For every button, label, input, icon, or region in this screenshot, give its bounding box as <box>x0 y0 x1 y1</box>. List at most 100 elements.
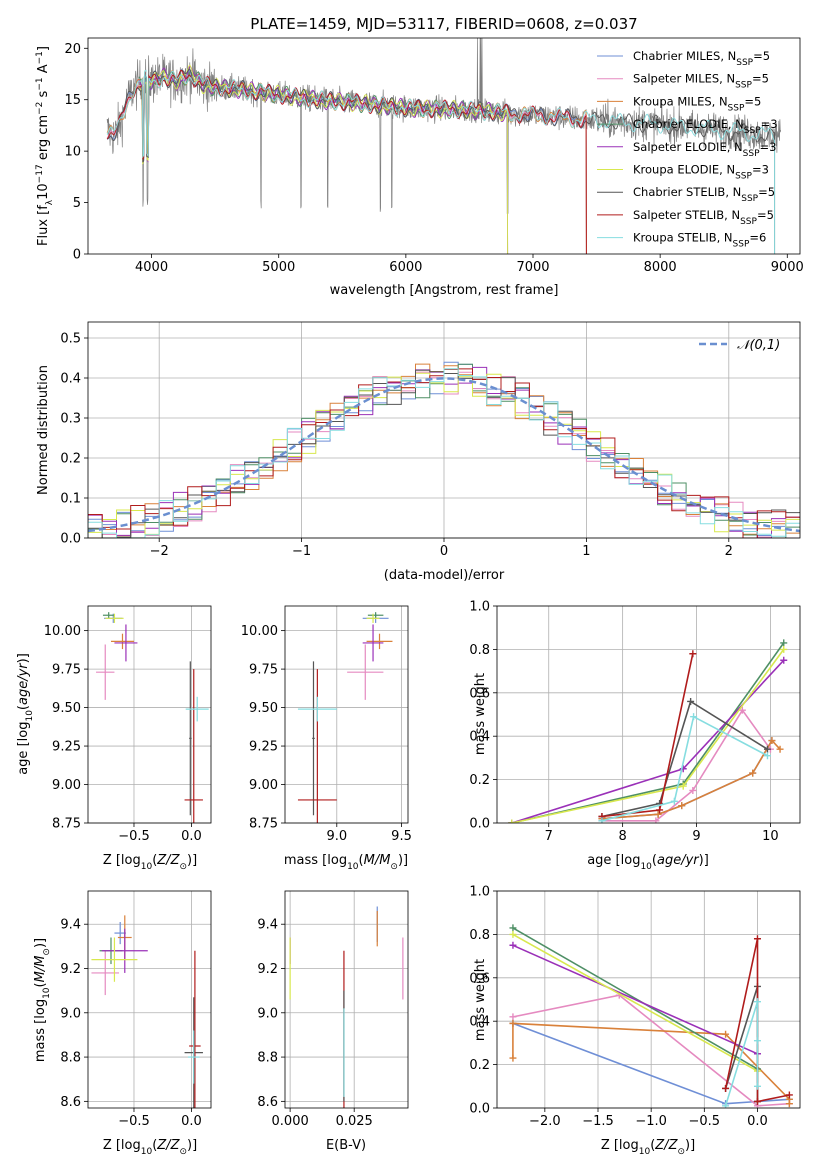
weight-marker <box>509 941 517 949</box>
grid <box>497 605 800 824</box>
legend-label: Kroupa MILES, NSSP=5 <box>633 94 761 113</box>
y-tick-label: 0 <box>73 248 81 263</box>
y-tick-label: 0.8 <box>469 928 490 943</box>
weight-line <box>512 944 758 1055</box>
label-part: SSP <box>744 126 761 136</box>
y-tick-label: 0.4 <box>60 372 81 387</box>
y-tick-label: 1.0 <box>469 600 490 615</box>
panels: 4000 5000 6000 7000 8000 900005101520waveleng… <box>16 37 804 1157</box>
label-part: λ <box>45 199 55 205</box>
weight-marker <box>722 1102 730 1108</box>
label-part: age/yr <box>16 662 31 705</box>
y-axis-label: mass [log10(M/M⊙)] <box>33 938 52 1062</box>
weight-marker <box>722 1084 730 1092</box>
y-tick-label: 8.8 <box>257 1051 278 1066</box>
label-part: SSP <box>733 240 750 250</box>
label-part: SSP <box>740 217 757 227</box>
legend-label: Salpeter STELIB, NSSP=5 <box>633 208 774 227</box>
y-tick-label: 8.6 <box>60 1095 81 1110</box>
label-part: Z/Z <box>156 853 180 868</box>
weight-marker <box>689 650 697 658</box>
label-part: SSP <box>728 103 745 113</box>
label-part: )] <box>685 1138 695 1153</box>
x-tick-label: −0.5 <box>689 1114 721 1129</box>
y-tick-label: 15 <box>64 93 81 108</box>
label-part: mass [log <box>284 853 347 868</box>
label-part: 10 <box>639 1147 651 1157</box>
label-part: age [log <box>587 853 640 868</box>
y-axis-label: mass weight <box>473 673 488 755</box>
label-part: Chabrier ELODIE, N <box>633 117 744 131</box>
label-part: Kroupa STELIB, N <box>633 231 733 245</box>
legend-label: Salpeter MILES, NSSP=5 <box>633 72 769 91</box>
weight-marker <box>753 998 761 1006</box>
label-part: Z/Z <box>156 1138 180 1153</box>
y-tick-label: 9.00 <box>52 778 81 793</box>
x-tick-label: 7 <box>545 829 553 844</box>
x-tick-label: −0.5 <box>118 1114 150 1129</box>
label-part: 10 <box>42 987 52 999</box>
label-part: 10 <box>141 1147 153 1157</box>
label-part: age/yr <box>657 853 700 868</box>
label-part: ( <box>152 853 157 868</box>
y-tick-label: 1.0 <box>469 885 490 900</box>
weight-line <box>511 642 785 823</box>
axes-frame <box>284 890 409 1109</box>
model-spectrum <box>138 69 509 254</box>
weight-line <box>724 1001 759 1107</box>
legend-label: Kroupa STELIB, NSSP=6 <box>633 231 766 250</box>
label-part: ( <box>650 1138 655 1153</box>
label-part: =5 <box>753 49 770 63</box>
y-tick-label: 9.2 <box>60 962 81 977</box>
label-part: SSP <box>741 194 758 204</box>
weight-marker <box>690 713 698 721</box>
legend-label: Chabrier ELODIE, NSSP=3 <box>633 117 778 136</box>
weight-marker <box>509 1013 517 1021</box>
plot-area <box>508 639 788 823</box>
y-tick-label: 0.6 <box>469 686 490 701</box>
model-spectrum <box>107 68 776 254</box>
y-tick-label: 9.0 <box>257 1006 278 1021</box>
x-axis-label: E(B-V) <box>326 1138 366 1153</box>
label-part: Z/Z <box>654 1138 678 1153</box>
weight-marker <box>780 656 788 664</box>
y-axis-label: Flux [fλ10−17 erg cm−2 s−1 A−1] <box>35 46 55 246</box>
axes-frame <box>496 890 801 1109</box>
y-axis-label: Normed distribution <box>36 365 51 495</box>
y-tick-label: 0.3 <box>60 412 81 427</box>
x-tick-label: −0.5 <box>118 829 150 844</box>
y-tick-label: 9.50 <box>52 701 81 716</box>
grid <box>497 890 800 1109</box>
x-tick-label: 0.0 <box>181 1114 202 1129</box>
label-part: Z [log <box>103 853 141 868</box>
axes-frame <box>87 321 801 539</box>
plot-area <box>88 361 800 538</box>
weight-marker <box>509 1019 517 1027</box>
y-tick-label: 9.00 <box>249 778 278 793</box>
weight-marker <box>652 817 660 823</box>
axes-residuals: −2 −1 0 1 2 0.0 0.1 0.2 0.3 0.4 0.5 𝒩(0,1) (data-mod… <box>36 321 801 583</box>
y-tick-label: 9.4 <box>257 918 278 933</box>
label-part: ⊙ <box>677 1147 685 1157</box>
x-tick-label: 8000 <box>644 260 677 275</box>
plot-area <box>106 38 782 254</box>
axes-age-vs-mass: 9.0 9.5 8.75 9.00 9.25 9.50 9.75 10.00 mass [log… <box>241 605 412 872</box>
label-part: SSP <box>743 149 760 159</box>
weight-line <box>601 700 768 818</box>
label-part: Chabrier MILES, N <box>633 49 736 63</box>
y-tick-label: 9.75 <box>249 663 278 678</box>
x-axis-label: age [log10(age/yr)] <box>587 853 709 872</box>
weight-marker <box>670 797 678 805</box>
weight-marker <box>785 1100 793 1108</box>
x-tick-label: 9.0 <box>326 829 347 844</box>
weight-marker <box>749 769 757 777</box>
weight-marker <box>753 1097 761 1105</box>
weight-line <box>601 715 768 822</box>
weight-marker <box>509 1054 517 1062</box>
y-tick-label: 20 <box>64 42 81 57</box>
label-part: ( <box>152 1138 157 1153</box>
x-tick-label: 4000 <box>135 260 168 275</box>
weight-marker <box>763 745 771 753</box>
axes-spectrum: 4000 5000 6000 7000 8000 9000 0 5 10 15 20 waveleng… <box>35 37 804 298</box>
weight-line <box>511 659 785 823</box>
